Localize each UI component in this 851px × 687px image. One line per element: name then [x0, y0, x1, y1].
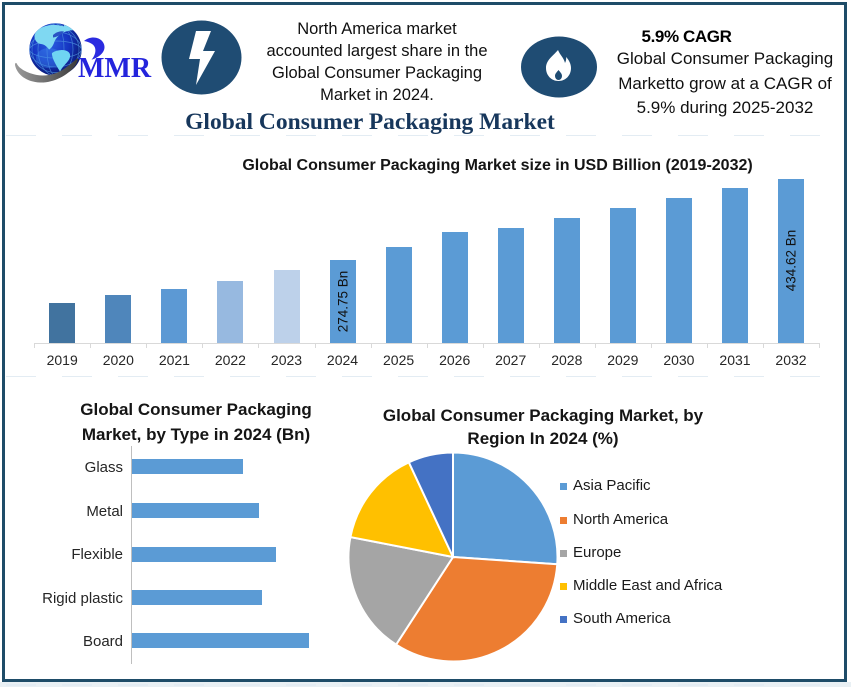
svg-text:MMR: MMR: [78, 53, 152, 84]
